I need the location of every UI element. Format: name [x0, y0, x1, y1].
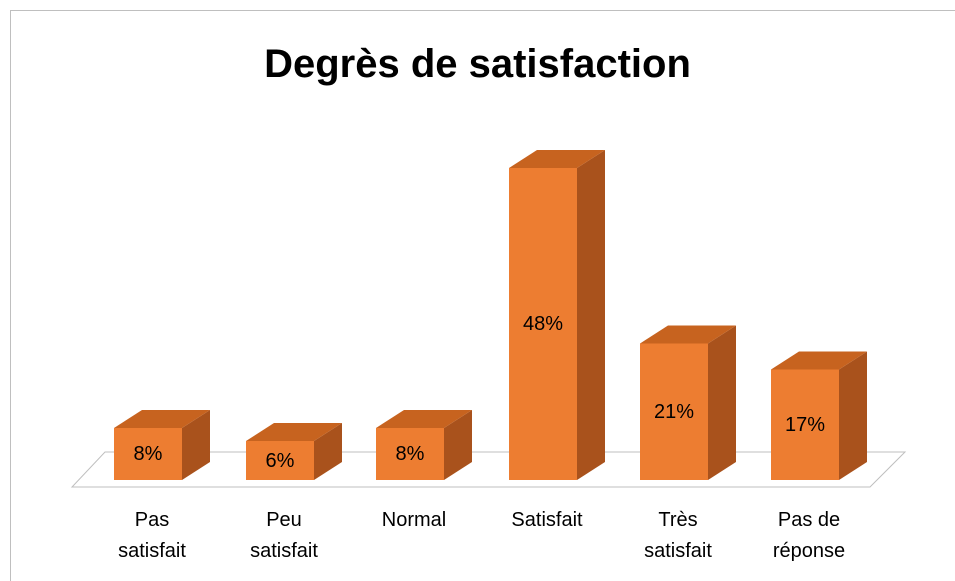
bar-side: [444, 410, 472, 480]
bar-top: [114, 410, 210, 428]
bar: [114, 428, 182, 480]
bar-side: [839, 351, 867, 480]
data-label: 8%: [133, 443, 163, 465]
bar-side: [708, 325, 736, 480]
x-tick-label: Normal: [381, 509, 447, 531]
data-label: 8%: [395, 443, 425, 465]
x-tick-label: Pas satisfait: [118, 509, 186, 562]
bar-top: [640, 325, 736, 344]
x-tick-label: Très satisfait: [644, 509, 712, 562]
data-label: 6%: [265, 449, 295, 472]
bar-side: [314, 423, 342, 480]
x-tick-label: Pas de réponse: [772, 509, 846, 562]
bar: [771, 369, 839, 480]
bar-side: [577, 150, 605, 480]
bar-top: [376, 410, 472, 428]
x-tick-label: Peu satisfait: [250, 509, 318, 562]
data-label: 48%: [522, 313, 564, 335]
bar-top: [246, 423, 342, 441]
x-tick-label: Satisfait: [511, 509, 583, 531]
bar: [376, 428, 444, 480]
data-label: 21%: [653, 400, 695, 423]
bar-top: [509, 150, 605, 168]
chart-border: [10, 10, 955, 581]
bar-side: [182, 410, 210, 480]
data-label: 17%: [784, 413, 826, 436]
bar: [640, 343, 708, 480]
bar: [246, 441, 314, 480]
chart-title: Degrès de satisfaction: [264, 42, 691, 86]
bar: [509, 168, 577, 480]
bar-top: [771, 351, 867, 370]
